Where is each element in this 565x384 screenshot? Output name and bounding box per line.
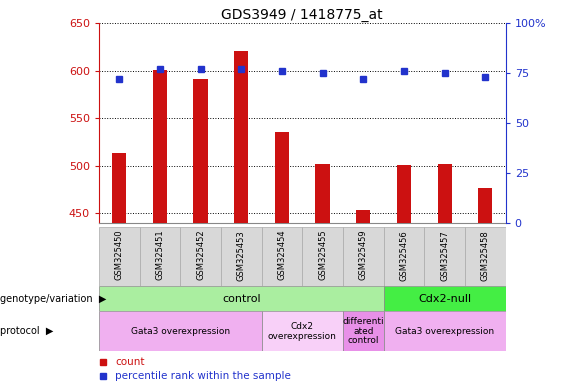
Bar xyxy=(99,227,140,286)
Bar xyxy=(343,227,384,286)
Bar xyxy=(478,187,493,384)
Bar xyxy=(384,311,506,351)
Bar xyxy=(262,227,302,286)
Text: control: control xyxy=(222,293,260,304)
Text: Cdx2-null: Cdx2-null xyxy=(418,293,471,304)
Text: differenti
ated
control: differenti ated control xyxy=(342,317,384,345)
Bar xyxy=(221,227,262,286)
Bar xyxy=(99,311,262,351)
Text: GSM325455: GSM325455 xyxy=(318,230,327,280)
Bar xyxy=(315,164,330,384)
Text: Gata3 overexpression: Gata3 overexpression xyxy=(395,327,494,336)
Bar xyxy=(424,227,465,286)
Text: GSM325451: GSM325451 xyxy=(155,230,164,280)
Text: genotype/variation  ▶: genotype/variation ▶ xyxy=(0,293,106,304)
Bar xyxy=(180,227,221,286)
Bar xyxy=(112,153,127,384)
Bar xyxy=(437,164,452,384)
Text: Gata3 overexpression: Gata3 overexpression xyxy=(131,327,230,336)
Text: GSM325458: GSM325458 xyxy=(481,230,490,280)
Bar xyxy=(140,227,180,286)
Bar xyxy=(193,79,208,384)
Bar xyxy=(356,210,371,384)
Text: GSM325454: GSM325454 xyxy=(277,230,286,280)
Text: GSM325453: GSM325453 xyxy=(237,230,246,280)
Bar xyxy=(234,51,249,384)
Bar xyxy=(262,311,343,351)
Text: protocol  ▶: protocol ▶ xyxy=(0,326,53,336)
Bar xyxy=(397,165,411,384)
Text: Cdx2
overexpression: Cdx2 overexpression xyxy=(268,322,337,341)
Bar xyxy=(275,132,289,384)
Bar xyxy=(302,227,343,286)
Bar xyxy=(99,286,384,311)
Text: GSM325456: GSM325456 xyxy=(399,230,408,280)
Text: GSM325452: GSM325452 xyxy=(196,230,205,280)
Text: count: count xyxy=(115,357,145,367)
Text: GSM325450: GSM325450 xyxy=(115,230,124,280)
Text: GSM325459: GSM325459 xyxy=(359,230,368,280)
Bar xyxy=(384,286,506,311)
Text: percentile rank within the sample: percentile rank within the sample xyxy=(115,371,291,381)
Bar xyxy=(384,227,424,286)
Bar xyxy=(465,227,506,286)
Text: GSM325457: GSM325457 xyxy=(440,230,449,280)
Bar xyxy=(343,311,384,351)
Bar xyxy=(153,70,167,384)
Title: GDS3949 / 1418775_at: GDS3949 / 1418775_at xyxy=(221,8,383,22)
